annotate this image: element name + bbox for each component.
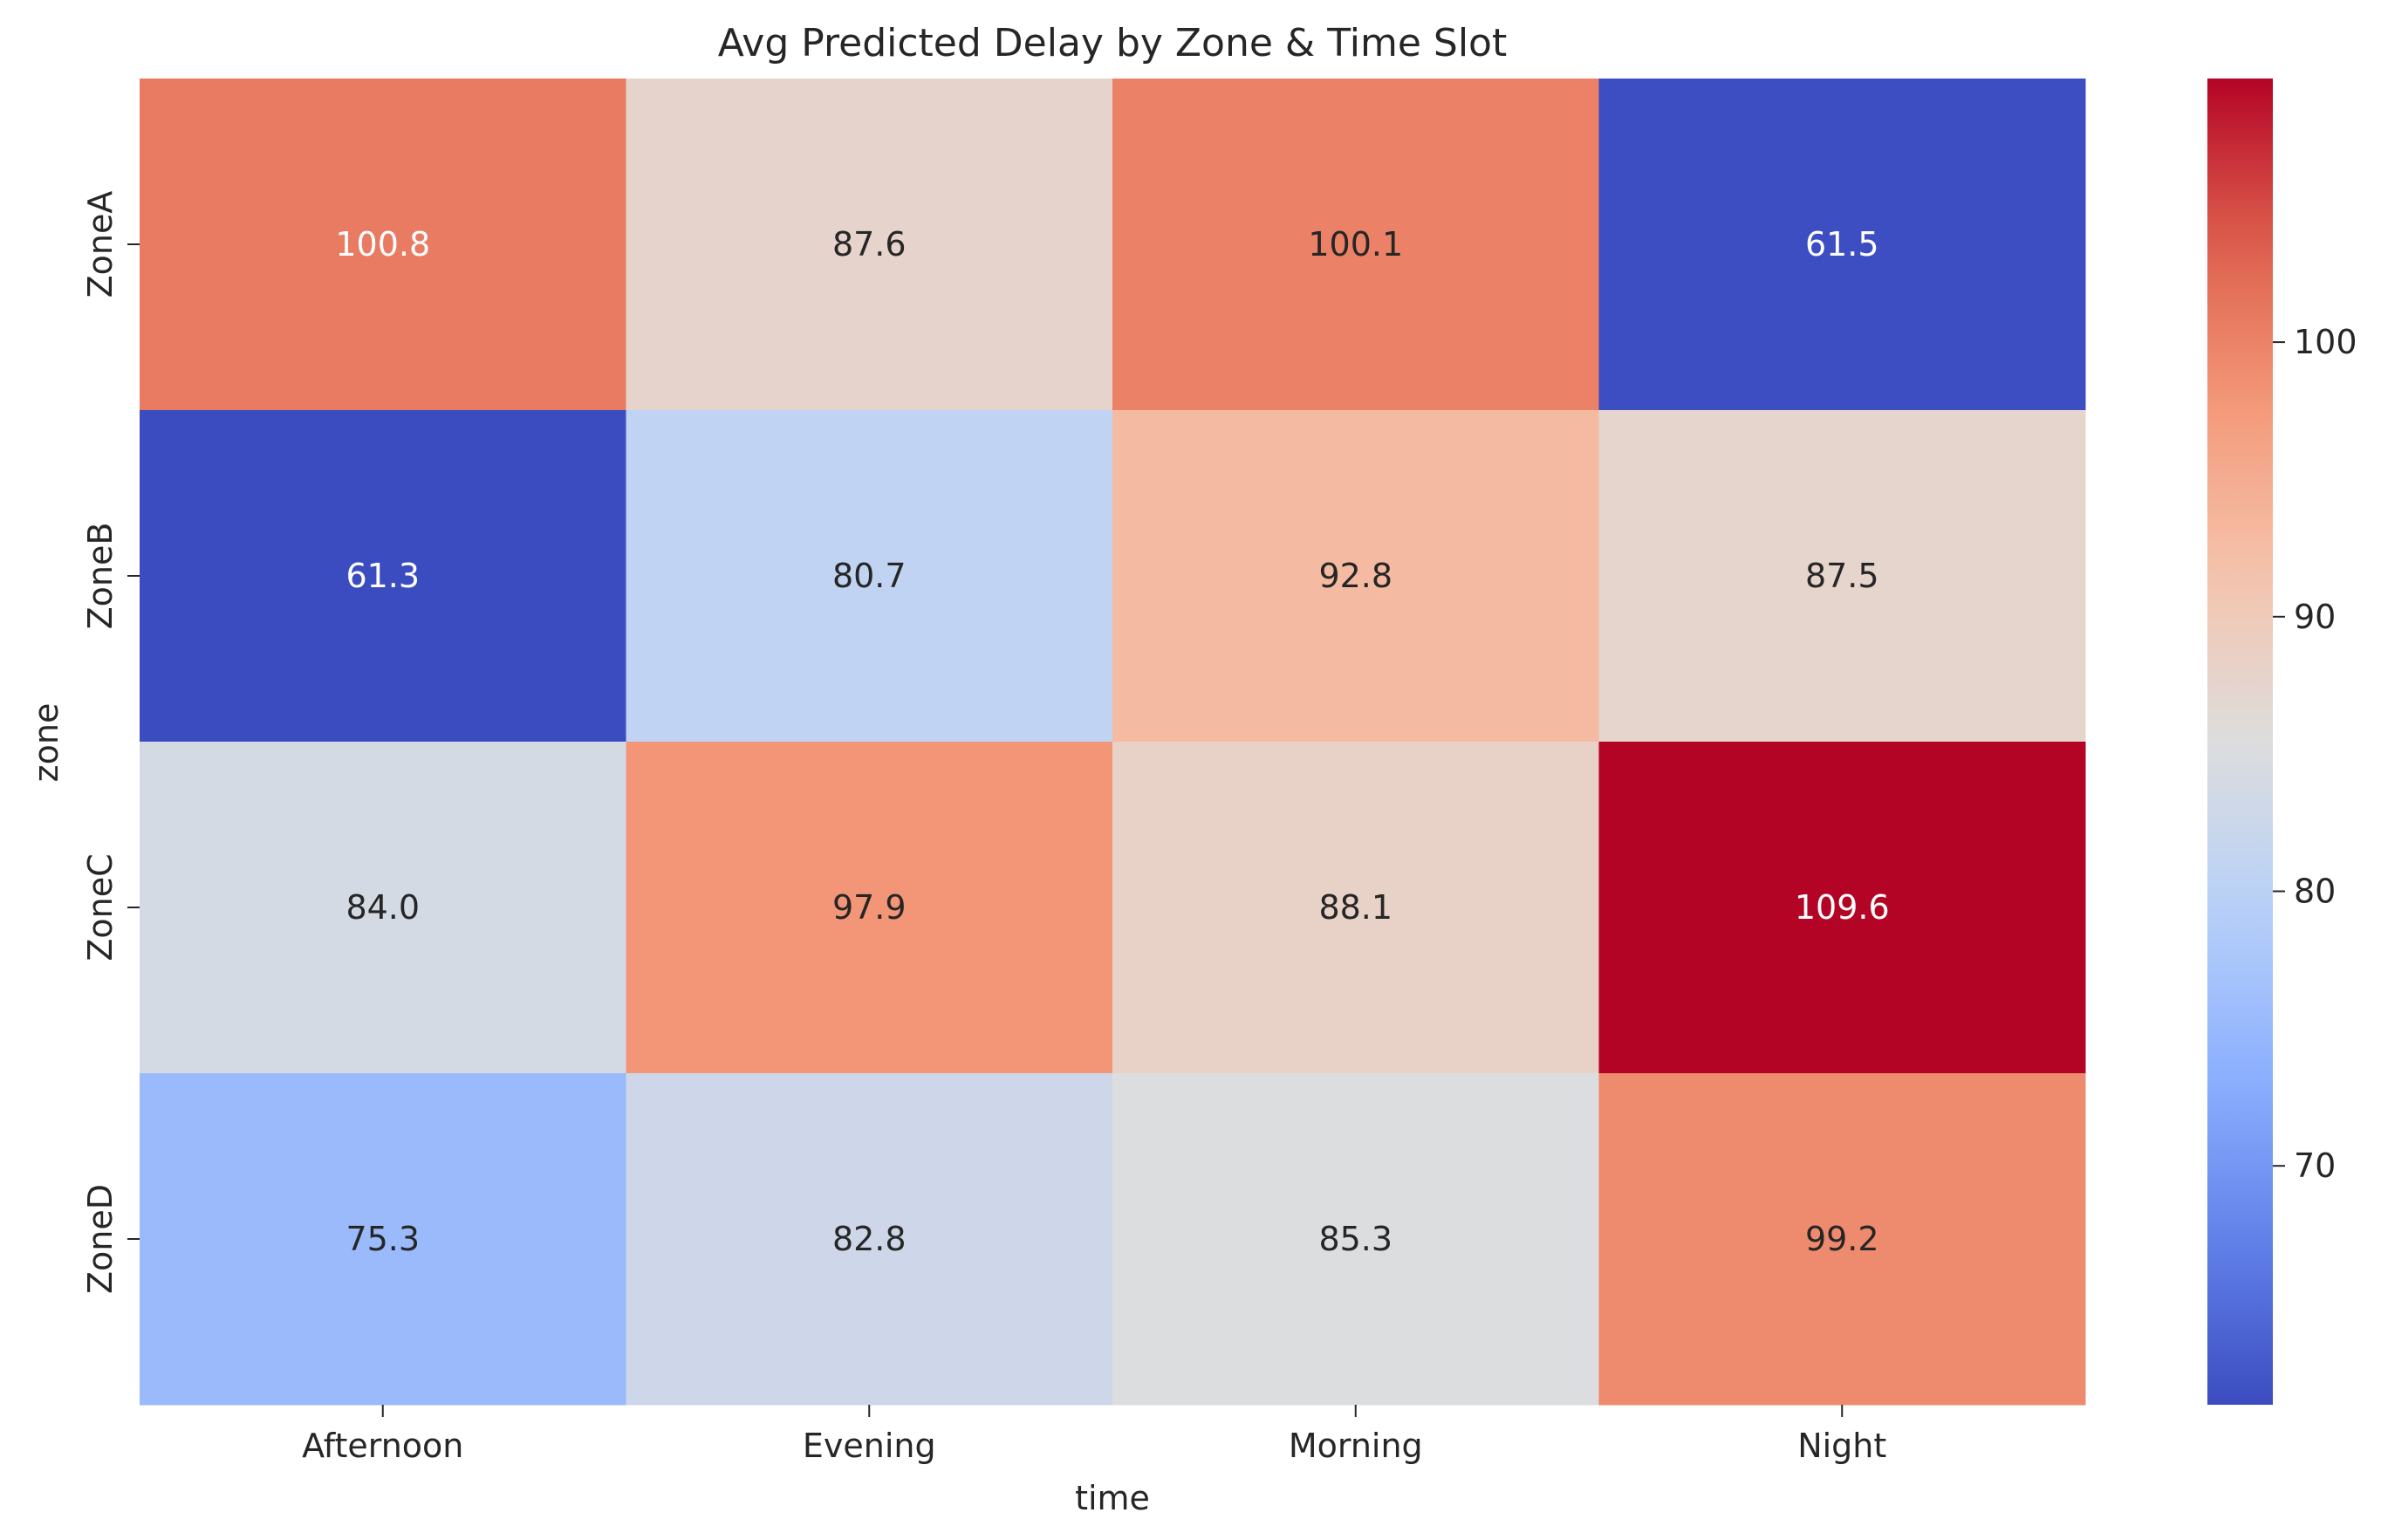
cell-value-label: 92.8 <box>1318 557 1392 595</box>
y-tick-label: ZoneA <box>81 191 120 298</box>
colorbar <box>2207 79 2273 1405</box>
heatmap-cell <box>626 742 1113 1074</box>
cell-value-label: 80.7 <box>832 557 907 595</box>
heatmap-cell <box>140 742 626 1074</box>
heatmap-cell <box>1598 742 2086 1074</box>
heatmap-cell <box>1598 79 2086 411</box>
cell-value-label: 99.2 <box>1805 1220 1879 1258</box>
y-axis-label: zone <box>27 703 65 783</box>
x-tick-label: Evening <box>803 1427 936 1465</box>
y-tick-label: ZoneD <box>81 1184 120 1294</box>
cell-value-label: 61.3 <box>346 557 420 595</box>
heatmap-cell-labels: 100.8 87.6 100.1 61.5 61.3 80.7 92.8 87.5 84.0 97… <box>335 225 1889 1258</box>
cell-value-label: 61.5 <box>1805 225 1879 264</box>
heatmap-cell <box>140 79 626 411</box>
cell-value-label: 85.3 <box>1318 1220 1392 1258</box>
cell-value-label: 75.3 <box>346 1220 420 1258</box>
colorbar-tick-label: 90 <box>2294 598 2336 636</box>
x-axis: Afternoon Evening Morning Night <box>302 1405 1886 1465</box>
y-axis: ZoneA ZoneB ZoneC ZoneD <box>81 191 140 1294</box>
cell-value-label: 88.1 <box>1318 888 1392 927</box>
colorbar-tick-label: 80 <box>2294 873 2336 911</box>
x-tick-label: Morning <box>1289 1427 1423 1465</box>
cell-value-label: 84.0 <box>346 888 420 927</box>
heatmap-cell <box>1598 410 2086 743</box>
x-tick-label: Afternoon <box>302 1427 463 1465</box>
heatmap-cell <box>1112 410 1599 743</box>
heatmap-cell <box>140 410 626 743</box>
cell-value-label: 97.9 <box>832 888 907 927</box>
heatmap-cell <box>1112 1073 1599 1406</box>
heatmap-cell <box>626 1073 1113 1406</box>
cell-value-label: 109.6 <box>1795 888 1890 927</box>
x-tick-label: Night <box>1797 1427 1886 1465</box>
cell-value-label: 87.6 <box>832 225 907 264</box>
heatmap-cell <box>626 79 1113 411</box>
colorbar-tick-label: 100 <box>2294 323 2357 361</box>
heatmap-cell <box>1598 1073 2086 1406</box>
cell-value-label: 87.5 <box>1805 557 1879 595</box>
y-tick-label: ZoneB <box>81 523 120 630</box>
cell-value-label: 100.1 <box>1308 225 1403 264</box>
heatmap-cell <box>626 410 1113 743</box>
y-tick-label: ZoneC <box>81 853 120 961</box>
heatmap-cell <box>1112 742 1599 1074</box>
heatmap-cells <box>140 79 2086 1406</box>
cell-value-label: 100.8 <box>335 225 430 264</box>
colorbar-tick-label: 70 <box>2294 1146 2336 1185</box>
cell-value-label: 82.8 <box>832 1220 907 1258</box>
chart-title: Avg Predicted Delay by Zone & Time Slot <box>718 21 1507 65</box>
heatmap-cell <box>140 1073 626 1406</box>
heatmap-cell <box>1112 79 1599 411</box>
x-axis-label: time <box>1075 1479 1150 1517</box>
colorbar-ticks: 70 80 90 100 <box>2273 323 2357 1185</box>
